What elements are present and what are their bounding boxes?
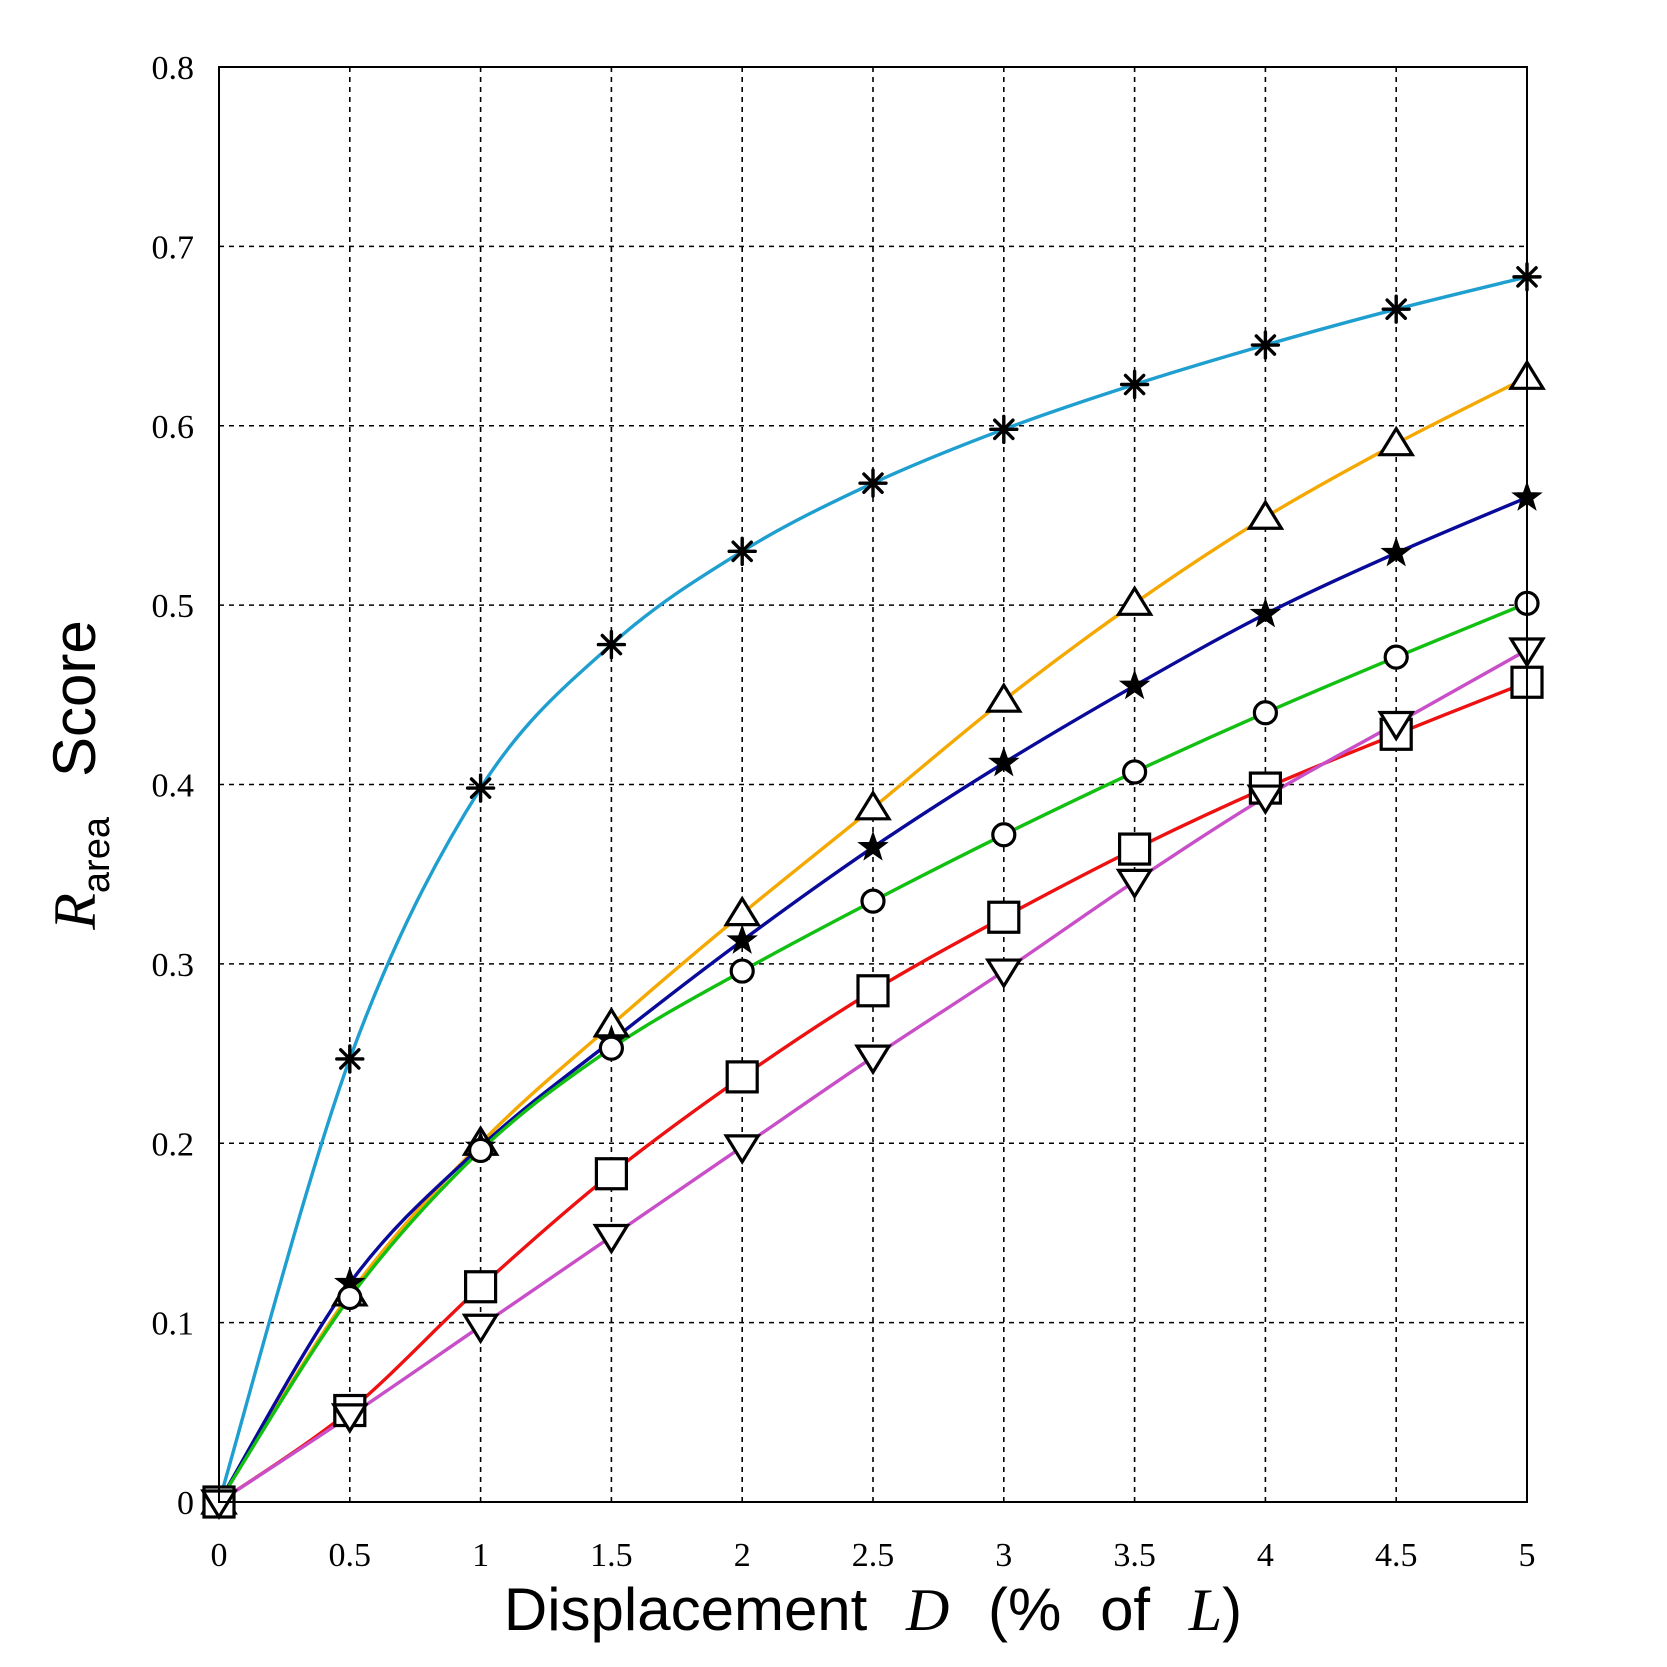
x-tick-label: 4.5 bbox=[1375, 1537, 1418, 1574]
data-point bbox=[337, 1284, 363, 1311]
y-tick-label: 0.6 bbox=[152, 409, 195, 446]
data-point bbox=[592, 1223, 631, 1255]
y-axis-title-word: Score bbox=[41, 620, 108, 777]
x-tick-label: 4 bbox=[1257, 1537, 1274, 1574]
data-point bbox=[988, 746, 1020, 777]
x-axis-title-var1: D bbox=[905, 1577, 949, 1643]
data-point bbox=[1246, 499, 1285, 530]
data-point bbox=[729, 958, 755, 984]
x-tick-label: 0.5 bbox=[329, 1537, 372, 1574]
data-point bbox=[1119, 369, 1150, 400]
data-point bbox=[727, 536, 757, 567]
data-point bbox=[598, 1035, 625, 1061]
data-point bbox=[989, 414, 1019, 445]
x-axis-title-close: ) bbox=[1222, 1576, 1242, 1643]
x-axis-title-of: of bbox=[1100, 1576, 1150, 1643]
data-point bbox=[461, 1313, 500, 1345]
data-point bbox=[1381, 294, 1411, 324]
data-point bbox=[465, 773, 496, 803]
y-tick-label: 0.2 bbox=[152, 1126, 195, 1163]
data-point bbox=[858, 468, 888, 498]
x-tick-label: 3 bbox=[995, 1537, 1012, 1574]
data-point bbox=[464, 1270, 498, 1304]
data-point bbox=[596, 629, 627, 660]
data-point bbox=[1377, 710, 1416, 742]
series-markers bbox=[200, 262, 1546, 1521]
data-point bbox=[1246, 784, 1285, 816]
data-point bbox=[857, 830, 889, 861]
series-line-circle bbox=[217, 601, 1529, 1504]
x-tick-label: 5 bbox=[1519, 1537, 1536, 1574]
data-point bbox=[854, 789, 892, 821]
tick-labels: 0 0.5 1 1.5 2 2.5 3 3.5 4 4.5 5 0 0.1 0.2 0.3 0.4 0.5 0.6… bbox=[152, 50, 1536, 1574]
data-point bbox=[468, 1137, 494, 1164]
y-tick-label: 0.1 bbox=[152, 1306, 195, 1343]
y-tick-label: 0.8 bbox=[152, 50, 195, 87]
data-point bbox=[860, 888, 886, 914]
markers-triangle-down bbox=[200, 637, 1546, 1521]
x-axis-title-open: (% bbox=[988, 1576, 1061, 1643]
y-tick-label: 0.5 bbox=[152, 588, 195, 625]
data-point bbox=[854, 1044, 892, 1076]
data-point bbox=[1249, 597, 1282, 628]
y-axis-title: Rarea Score bbox=[41, 620, 118, 930]
data-point bbox=[1252, 700, 1279, 726]
data-point bbox=[984, 682, 1023, 713]
data-point bbox=[1115, 868, 1154, 900]
data-point bbox=[1250, 330, 1281, 360]
plot-frame bbox=[218, 66, 1528, 1503]
data-point bbox=[594, 1157, 629, 1191]
data-point bbox=[1121, 759, 1148, 785]
data-point bbox=[1380, 536, 1412, 567]
data-point bbox=[984, 958, 1023, 990]
y-tick-label: 0.4 bbox=[152, 768, 195, 805]
grid bbox=[219, 67, 1527, 1502]
data-point bbox=[723, 1134, 762, 1165]
data-point bbox=[987, 900, 1021, 934]
data-point bbox=[1115, 585, 1154, 616]
data-point bbox=[1118, 669, 1151, 700]
x-tick-label: 2.5 bbox=[852, 1537, 895, 1574]
data-point bbox=[726, 924, 758, 954]
x-axis-title: Displacement D (% of L) bbox=[504, 1576, 1242, 1643]
data-point bbox=[856, 974, 890, 1008]
data-point bbox=[1117, 832, 1152, 866]
data-point bbox=[725, 1060, 759, 1094]
x-tick-label: 1.5 bbox=[590, 1537, 633, 1574]
x-tick-label: 2 bbox=[734, 1537, 751, 1574]
data-point bbox=[1377, 425, 1416, 457]
series-line-star bbox=[217, 495, 1529, 1504]
x-axis-title-var2: L bbox=[1188, 1577, 1222, 1643]
series-line-triangle-up bbox=[217, 375, 1529, 1504]
y-axis-title-var: R bbox=[42, 893, 108, 931]
x-tick-label: 3.5 bbox=[1113, 1537, 1156, 1574]
y-axis-title-sub: area bbox=[76, 816, 118, 893]
data-point bbox=[1383, 644, 1409, 670]
y-tick-label: 0.7 bbox=[152, 229, 195, 266]
x-axis-title-word: Displacement bbox=[504, 1576, 868, 1643]
data-point bbox=[335, 1044, 365, 1074]
y-tick-label: 0.3 bbox=[152, 947, 195, 984]
x-tick-label: 0 bbox=[211, 1537, 228, 1574]
data-point bbox=[991, 822, 1017, 848]
x-tick-label: 1 bbox=[472, 1537, 489, 1574]
data-point bbox=[330, 1403, 369, 1434]
y-tick-label: 0 bbox=[177, 1485, 194, 1522]
